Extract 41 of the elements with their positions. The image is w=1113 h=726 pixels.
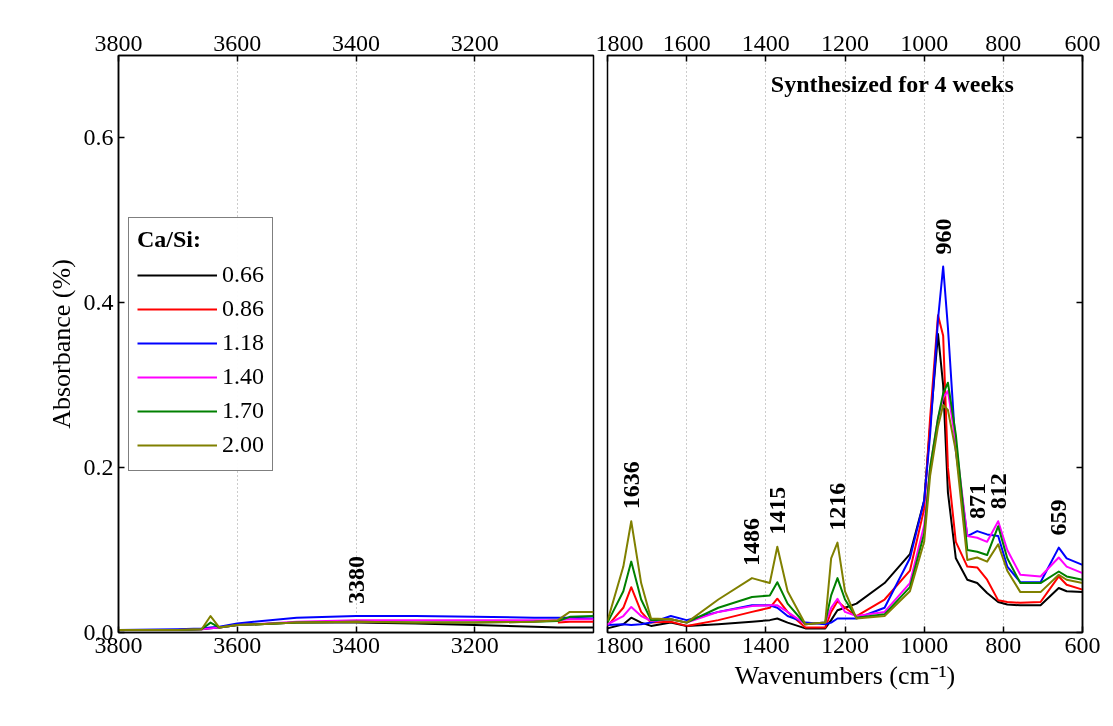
x2-tick-label: 3600	[213, 631, 262, 658]
x-tick-label: 800	[985, 29, 1022, 56]
annotation: 960	[929, 218, 956, 255]
y-tick-label: 0.6	[83, 124, 114, 151]
x2-tick-label: 1000	[900, 631, 949, 658]
annotation: 3380	[342, 556, 369, 605]
x-tick-label: 3600	[213, 29, 262, 56]
annotation: 1636	[617, 461, 644, 510]
legend-label: 1.70	[222, 396, 264, 425]
x-tick-label: 1400	[741, 29, 790, 56]
annotation: 1486	[738, 518, 765, 567]
legend-label: 1.18	[222, 328, 264, 357]
x-tick-label: 1200	[821, 29, 869, 56]
x2-tick-label: 1200	[821, 631, 869, 658]
x-tick-label: 3400	[332, 29, 380, 56]
x2-tick-label: 1400	[741, 631, 790, 658]
x2-tick-label: 1600	[662, 631, 711, 658]
x-tick-label: 1600	[662, 29, 711, 56]
annotation: 1216	[823, 482, 850, 531]
x-tick-label: 1000	[900, 29, 949, 56]
text: Synthesized for 4 weeks	[770, 71, 1014, 98]
annotation: 659	[1045, 499, 1072, 536]
x2-tick-label: 600	[1064, 631, 1101, 658]
x2-tick-label: 800	[985, 631, 1022, 658]
legend-label: 0.86	[222, 294, 264, 323]
x2-tick-label: 3200	[450, 631, 499, 658]
x-tick-label: 600	[1064, 29, 1101, 56]
y-tick-label: 0.2	[83, 454, 114, 481]
x-axis-title: Wavenumbers (cm⁻¹)	[734, 660, 956, 690]
annotation: 1415	[763, 486, 790, 535]
legend-label: 1.40	[222, 362, 264, 391]
legend-label: 2.00	[222, 430, 264, 459]
x-tick-label: 3200	[450, 29, 499, 56]
y-axis-title: Absorbance (%)	[46, 259, 76, 429]
x2-tick-label: 3400	[332, 631, 380, 658]
x2-tick-label: 1800	[595, 631, 644, 658]
y-tick-label: 0.4	[83, 289, 114, 316]
legend-title: Ca/Si:	[137, 225, 202, 253]
x-tick-label: 3800	[94, 29, 143, 56]
x-tick-label: 1800	[595, 29, 644, 56]
legend-label: 0.66	[222, 260, 264, 289]
